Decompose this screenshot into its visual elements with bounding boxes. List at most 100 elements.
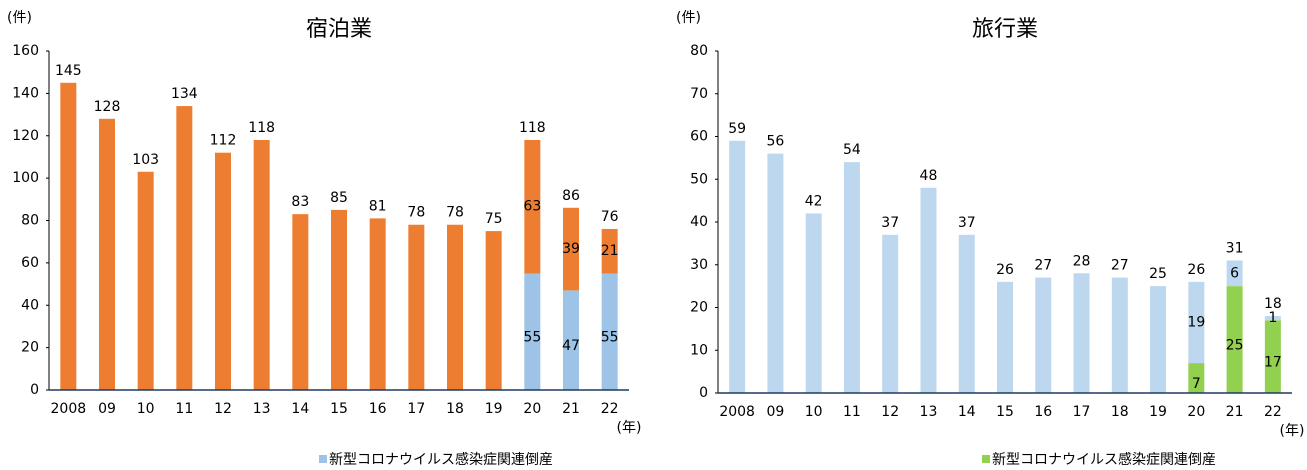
y-tick-label: 40 xyxy=(690,214,708,230)
x-tick-label: 14 xyxy=(958,404,976,420)
segment-label: 17 xyxy=(1264,355,1282,371)
x-tick-label: 2008 xyxy=(51,401,87,417)
x-tick-label: 16 xyxy=(1034,404,1052,420)
bar-segment xyxy=(137,171,154,390)
total-label: 75 xyxy=(485,211,503,227)
x-tick-label: 13 xyxy=(920,404,938,420)
x-tick-label: 18 xyxy=(1111,404,1129,420)
total-label: 28 xyxy=(1073,253,1091,269)
total-label: 56 xyxy=(766,134,784,150)
y-tick-label: 60 xyxy=(690,129,708,145)
bar-segment xyxy=(215,152,231,390)
x-tick-label: 11 xyxy=(843,404,861,420)
x-tick-label: 19 xyxy=(1149,404,1167,420)
total-label: 83 xyxy=(291,194,309,210)
y-tick-label: 50 xyxy=(690,171,708,187)
x-tick-label: 13 xyxy=(253,401,271,417)
bar-segment xyxy=(1226,286,1243,393)
bar-segment xyxy=(99,118,115,391)
x-tick-label: 14 xyxy=(291,401,309,417)
legend-label: 新型コロナウイルス感染症関連倒産 xyxy=(992,451,1216,468)
y-tick-label: 60 xyxy=(21,255,39,271)
total-label: 25 xyxy=(1149,266,1167,282)
segment-label: 55 xyxy=(601,330,619,346)
bar-segment xyxy=(1188,363,1205,393)
bar-segment xyxy=(1073,273,1090,393)
total-label: 76 xyxy=(601,209,619,225)
segment-label: 39 xyxy=(562,241,580,257)
bar-segment xyxy=(805,213,822,393)
x-tick-label: 19 xyxy=(485,401,503,417)
total-label: 37 xyxy=(958,215,976,231)
total-label: 128 xyxy=(94,99,121,115)
total-label: 27 xyxy=(1034,258,1052,274)
x-tick-label: 10 xyxy=(805,404,823,420)
bar-segment xyxy=(447,224,463,390)
bar-segment xyxy=(997,281,1013,393)
bar-segment xyxy=(1035,277,1052,393)
y-tick-label: 80 xyxy=(690,43,708,59)
x-tick-label: 21 xyxy=(562,401,580,417)
total-label: 103 xyxy=(132,152,159,168)
bar-segment xyxy=(331,209,347,390)
bar-segment xyxy=(843,162,860,393)
total-label: 31 xyxy=(1226,240,1244,256)
bar-segment xyxy=(176,106,193,391)
total-label: 85 xyxy=(330,190,348,206)
x-tick-label: 09 xyxy=(98,401,116,417)
y-tick-label: 80 xyxy=(21,213,39,229)
bar-segment xyxy=(601,228,618,274)
segment-label: 25 xyxy=(1226,338,1244,354)
bar-segment xyxy=(1188,281,1205,364)
x-tick-label: 15 xyxy=(330,401,348,417)
y-axis-label: (件) xyxy=(7,10,32,26)
y-tick-label: 40 xyxy=(21,297,39,313)
segment-label: 6 xyxy=(1230,265,1239,281)
x-tick-label: 22 xyxy=(1264,404,1282,420)
segment-label: 1 xyxy=(1268,310,1277,326)
bar-segment xyxy=(920,187,937,393)
x-tick-label: 22 xyxy=(601,401,619,417)
bar-segment xyxy=(1226,260,1243,287)
total-label: 145 xyxy=(55,63,82,79)
y-tick-label: 70 xyxy=(690,86,708,102)
total-label: 48 xyxy=(920,168,938,184)
legend-label: 新型コロナウイルス感染症関連倒産 xyxy=(329,451,553,468)
x-tick-label: 15 xyxy=(996,404,1014,420)
total-label: 134 xyxy=(171,86,198,102)
bar-segment xyxy=(729,140,746,393)
segment-label: 55 xyxy=(523,330,541,346)
x-tick-label: 2008 xyxy=(719,404,755,420)
x-tick-label: 12 xyxy=(214,401,232,417)
bar-segment xyxy=(485,231,502,390)
bar-segment xyxy=(767,153,784,393)
y-tick-label: 30 xyxy=(690,257,708,273)
total-label: 26 xyxy=(1187,262,1205,278)
x-tick-label: 20 xyxy=(523,401,541,417)
y-tick-label: 0 xyxy=(30,382,39,398)
y-tick-label: 120 xyxy=(12,128,39,144)
bar-segment xyxy=(563,207,579,291)
bar-segment xyxy=(1264,316,1281,321)
total-label: 78 xyxy=(407,205,425,221)
segment-label: 19 xyxy=(1187,314,1205,330)
total-label: 37 xyxy=(881,215,899,231)
bar-segment xyxy=(524,273,541,390)
chart-title: 旅行業 xyxy=(972,17,1038,42)
y-tick-label: 140 xyxy=(12,85,39,101)
total-label: 27 xyxy=(1111,258,1129,274)
x-tick-label: 17 xyxy=(407,401,425,417)
bar-segment xyxy=(601,273,618,390)
bar-segment xyxy=(958,234,975,393)
total-label: 112 xyxy=(210,133,237,149)
x-tick-label: 17 xyxy=(1073,404,1091,420)
bar-segment xyxy=(292,214,309,390)
bar-segment xyxy=(369,218,386,390)
segment-label: 63 xyxy=(523,199,541,215)
bar-segment xyxy=(882,234,899,393)
bar-segment xyxy=(1150,286,1167,393)
total-label: 118 xyxy=(519,120,546,136)
bar-segment xyxy=(1264,320,1281,393)
y-tick-label: 10 xyxy=(690,342,708,358)
